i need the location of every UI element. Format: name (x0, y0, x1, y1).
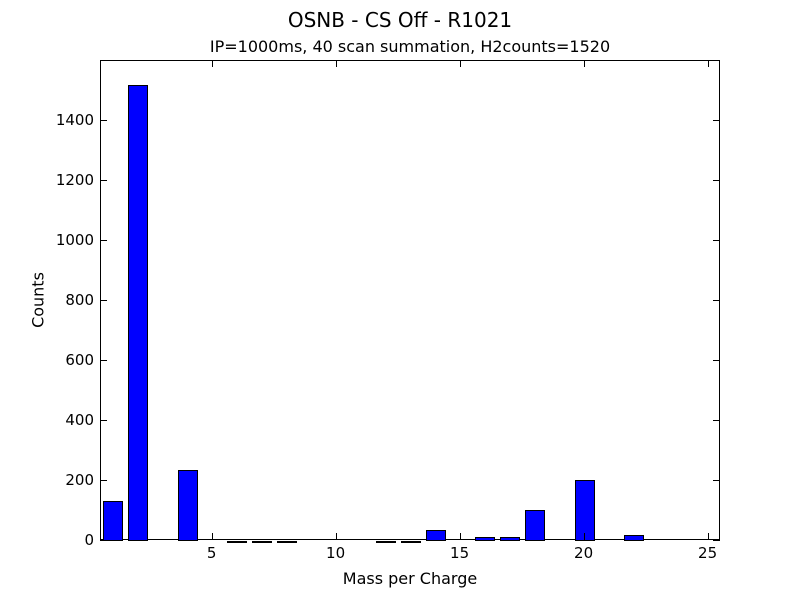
plot-area (100, 60, 720, 543)
x-tick (707, 533, 709, 540)
x-tick (583, 533, 585, 540)
bar (177, 470, 198, 541)
y-tick-label: 1000 (55, 231, 94, 249)
x-tick-label: 5 (206, 544, 217, 562)
y-tick-label: 800 (65, 291, 94, 309)
y-axis-label: Counts (28, 272, 48, 328)
x-tick (707, 60, 709, 67)
y-tick (713, 540, 720, 541)
y-tick (100, 120, 107, 121)
x-tick (335, 60, 337, 67)
bar (401, 540, 421, 543)
y-tick (100, 240, 107, 241)
bar (475, 536, 496, 541)
y-tick-label: 0 (84, 531, 94, 549)
bar (277, 540, 297, 543)
x-tick (211, 533, 213, 540)
y-tick (713, 300, 720, 301)
bar (574, 480, 595, 541)
y-tick-label: 1200 (55, 171, 94, 189)
y-tick (100, 540, 107, 541)
bar (103, 501, 124, 541)
x-tick (583, 60, 585, 67)
x-tick (459, 533, 461, 540)
bar (128, 85, 149, 541)
y-tick (100, 180, 107, 181)
y-tick (713, 180, 720, 181)
y-tick (100, 360, 107, 361)
bar (425, 529, 446, 541)
y-tick-label: 400 (65, 411, 94, 429)
bar (624, 535, 645, 541)
y-tick (713, 120, 720, 121)
bar (227, 540, 248, 543)
chart-subtitle: IP=1000ms, 40 scan summation, H2counts=1… (209, 37, 611, 56)
y-tick-label: 600 (65, 351, 94, 369)
x-tick-label: 20 (574, 544, 594, 562)
y-tick (713, 240, 720, 241)
x-tick (335, 533, 337, 540)
x-tick-label: 25 (698, 544, 718, 562)
x-tick-label: 10 (326, 544, 346, 562)
y-tick (713, 420, 720, 421)
bar (525, 509, 545, 541)
y-tick (100, 420, 107, 421)
y-tick (713, 360, 720, 361)
x-tick (211, 60, 213, 67)
x-axis-label: Mass per Charge (342, 569, 478, 588)
chart-title: OSNB - CS Off - R1021 (287, 8, 513, 32)
y-tick (100, 300, 107, 301)
bar (376, 540, 397, 543)
y-tick (100, 480, 107, 481)
x-tick-label: 15 (450, 544, 470, 562)
bar (500, 536, 521, 541)
y-tick-label: 1400 (55, 111, 94, 129)
bar (252, 540, 273, 543)
y-tick (713, 480, 720, 481)
x-tick (459, 60, 461, 67)
y-tick-label: 200 (65, 471, 94, 489)
